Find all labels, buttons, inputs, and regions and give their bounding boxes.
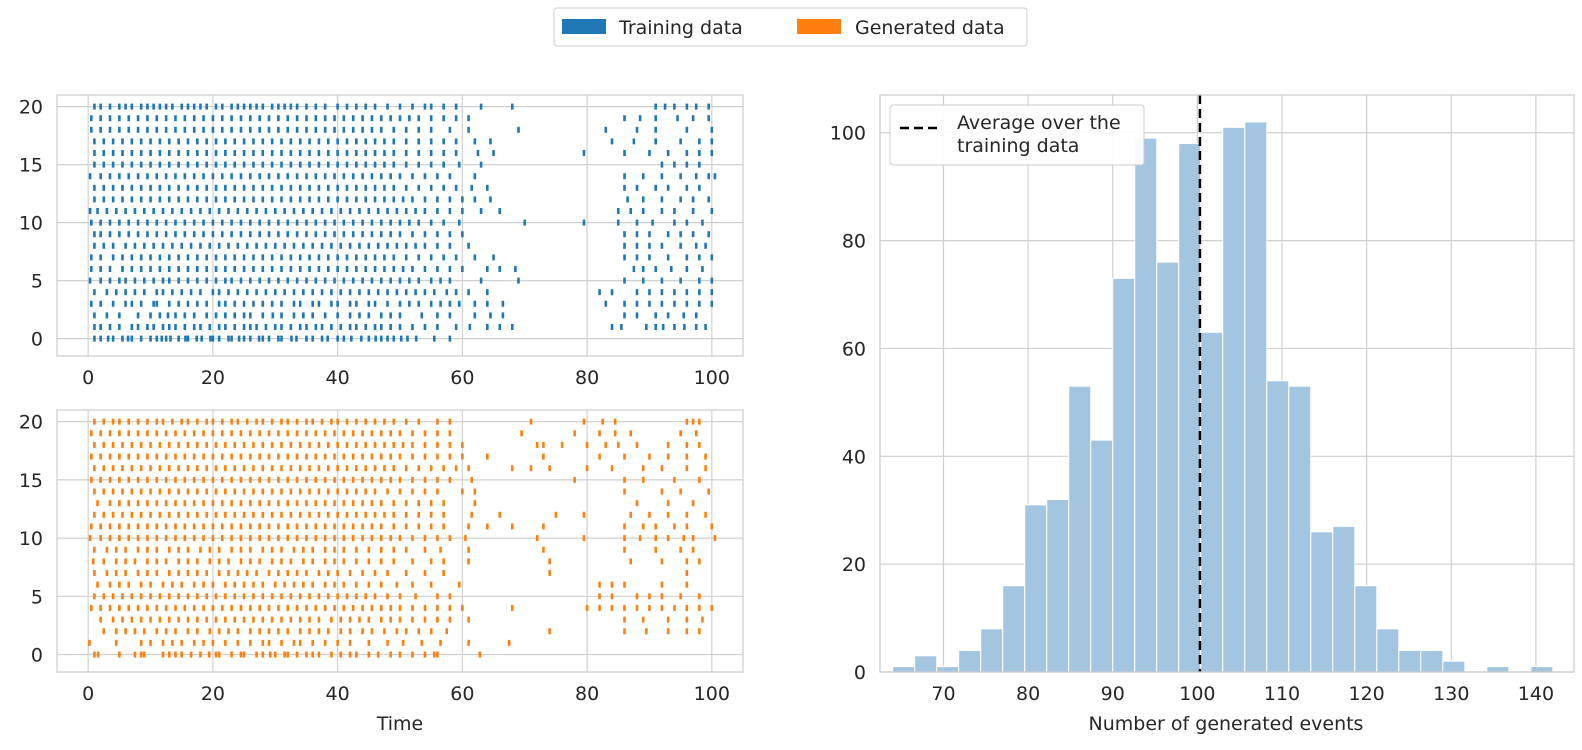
x-tick-label: 80 xyxy=(575,683,599,705)
histogram-bar xyxy=(1244,121,1268,673)
histogram-bar xyxy=(1068,385,1092,673)
x-tick-label: 130 xyxy=(1433,683,1469,705)
x-tick-label: 40 xyxy=(326,683,350,705)
histogram-bar xyxy=(1442,660,1466,673)
histogram-bar xyxy=(1046,498,1070,673)
histogram-panel: 70 80 90 100 110 120 130 140 0 20 40 60 80 100 Number… xyxy=(830,94,1575,735)
x-tick-label: 90 xyxy=(1101,683,1125,705)
x-tick-label: 40 xyxy=(326,367,350,389)
histogram-ticks: 70 80 90 100 110 120 130 140 0 20 40 60 80 100 xyxy=(830,123,1554,705)
histogram-bar xyxy=(1398,649,1422,673)
histogram-bar xyxy=(1002,585,1026,673)
training-raster-frame xyxy=(56,94,744,357)
generated-raster-events xyxy=(88,418,717,658)
x-tick-label: 20 xyxy=(201,683,225,705)
histogram-bar xyxy=(1266,380,1290,673)
histogram-bar xyxy=(936,666,960,673)
histogram-bar xyxy=(1222,126,1246,673)
legend-swatch-training xyxy=(562,19,606,34)
histogram-bar xyxy=(1288,385,1312,673)
y-tick-label: 5 xyxy=(31,586,43,608)
histogram-bar xyxy=(980,628,1004,673)
y-tick-label: 60 xyxy=(842,338,866,360)
histogram-xlabel: Number of generated events xyxy=(1089,713,1364,735)
figure-legend: Training data Generated data xyxy=(553,7,1028,47)
y-tick-label: 40 xyxy=(842,446,866,468)
y-tick-label: 10 xyxy=(19,528,43,550)
histogram-bar xyxy=(1420,649,1444,673)
y-tick-label: 0 xyxy=(31,329,43,351)
y-tick-label: 80 xyxy=(842,231,866,253)
generated-raster-frame xyxy=(56,409,744,673)
histogram-bar xyxy=(892,666,916,673)
histogram-bar xyxy=(1376,628,1400,673)
histogram-frame xyxy=(879,94,1575,673)
generated-raster-ticks: 0 20 40 60 80 100 0 5 10 15 20 xyxy=(19,412,730,705)
histogram-legend-label-line1: Average over the xyxy=(957,112,1121,134)
training-raster-ticks: 0 20 40 60 80 100 0 5 10 15 20 xyxy=(19,97,730,389)
histogram-bar xyxy=(1134,137,1158,673)
histogram-bars xyxy=(892,121,1554,673)
y-tick-label: 0 xyxy=(854,662,866,684)
x-tick-label: 80 xyxy=(1016,683,1040,705)
x-tick-label: 100 xyxy=(694,683,730,705)
histogram-bar xyxy=(1332,525,1356,673)
legend-swatch-generated xyxy=(797,19,841,34)
x-tick-label: 100 xyxy=(694,367,730,389)
x-tick-label: 100 xyxy=(1179,683,1215,705)
legend-label-training: Training data xyxy=(618,17,743,39)
histogram-bar xyxy=(1530,666,1554,673)
y-tick-label: 20 xyxy=(842,554,866,576)
x-tick-label: 0 xyxy=(82,367,94,389)
histogram-bar xyxy=(1156,261,1180,673)
generated-raster-xlabel: Time xyxy=(376,713,424,735)
y-tick-label: 15 xyxy=(19,155,43,177)
histogram-legend-label-line2: training data xyxy=(957,135,1079,157)
figure-legend-frame xyxy=(553,7,1028,47)
histogram-bar xyxy=(1486,666,1510,673)
x-tick-label: 120 xyxy=(1349,683,1385,705)
histogram-bar xyxy=(1354,585,1378,673)
legend-label-generated: Generated data xyxy=(855,17,1005,39)
histogram-bar xyxy=(1310,531,1334,673)
y-tick-label: 10 xyxy=(19,213,43,235)
y-tick-label: 15 xyxy=(19,470,43,492)
y-tick-label: 0 xyxy=(31,645,43,667)
generated-raster-panel: 0 20 40 60 80 100 0 5 10 15 20 Time xyxy=(19,409,744,735)
x-tick-label: 60 xyxy=(450,367,474,389)
x-tick-label: 70 xyxy=(931,683,955,705)
histogram-bar xyxy=(914,655,938,673)
histogram-legend: Average over the training data xyxy=(889,104,1145,166)
histogram-bar xyxy=(1024,504,1048,673)
training-raster-events xyxy=(88,103,717,342)
x-tick-label: 80 xyxy=(575,367,599,389)
x-tick-label: 110 xyxy=(1264,683,1300,705)
histogram-bar xyxy=(1090,439,1114,673)
x-tick-label: 20 xyxy=(201,367,225,389)
y-tick-label: 20 xyxy=(19,412,43,434)
y-tick-label: 20 xyxy=(19,97,43,119)
histogram-bar xyxy=(1112,277,1136,673)
y-tick-label: 100 xyxy=(830,123,866,145)
histogram-bar xyxy=(1178,143,1202,673)
x-tick-label: 140 xyxy=(1518,683,1554,705)
training-raster-panel: 0 20 40 60 80 100 0 5 10 15 20 xyxy=(19,94,744,389)
x-tick-label: 0 xyxy=(82,683,94,705)
x-tick-label: 60 xyxy=(450,683,474,705)
histogram-legend-frame xyxy=(889,104,1145,166)
histogram-bar xyxy=(958,649,982,673)
histogram-bar xyxy=(1200,331,1224,673)
y-tick-label: 5 xyxy=(31,271,43,293)
